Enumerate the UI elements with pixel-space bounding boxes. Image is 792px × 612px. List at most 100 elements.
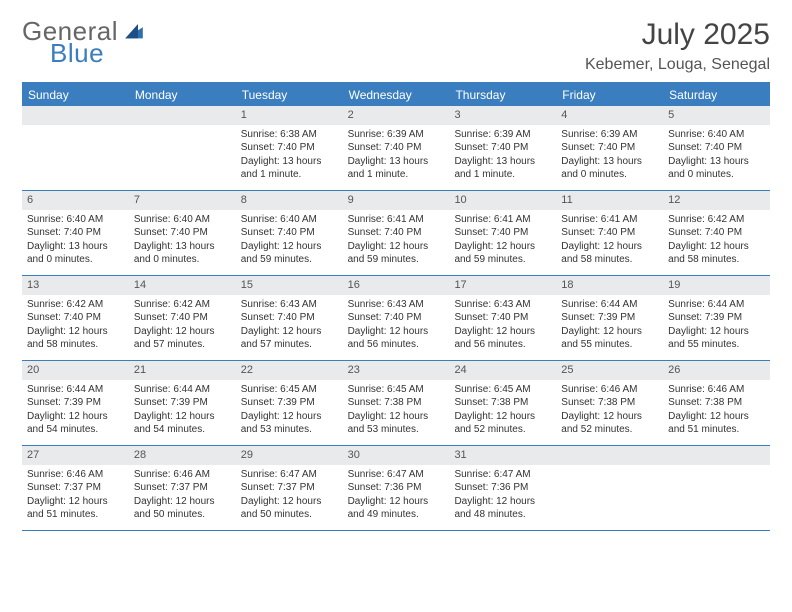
sunrise-text: Sunrise: 6:42 AM [134,298,231,312]
daylight-text: Daylight: 12 hours and 59 minutes. [241,240,338,267]
day-body: Sunrise: 6:44 AMSunset: 7:39 PMDaylight:… [129,380,236,442]
day-body: Sunrise: 6:41 AMSunset: 7:40 PMDaylight:… [343,210,450,272]
sunset-text: Sunset: 7:40 PM [134,311,231,325]
weekday-header: Tuesday [236,84,343,106]
sunrise-text: Sunrise: 6:39 AM [454,128,551,142]
sunset-text: Sunset: 7:38 PM [668,396,765,410]
day-cell: 28Sunrise: 6:46 AMSunset: 7:37 PMDayligh… [129,446,236,530]
day-number: 25 [556,361,663,380]
day-cell: 19Sunrise: 6:44 AMSunset: 7:39 PMDayligh… [663,276,770,360]
weeks-container: 1Sunrise: 6:38 AMSunset: 7:40 PMDaylight… [22,106,770,531]
sunrise-text: Sunrise: 6:39 AM [561,128,658,142]
sunset-text: Sunset: 7:40 PM [668,226,765,240]
sunrise-text: Sunrise: 6:46 AM [561,383,658,397]
daylight-text: Daylight: 12 hours and 56 minutes. [348,325,445,352]
daylight-text: Daylight: 12 hours and 55 minutes. [561,325,658,352]
daylight-text: Daylight: 12 hours and 51 minutes. [668,410,765,437]
day-number: 18 [556,276,663,295]
day-number: 29 [236,446,343,465]
day-body: Sunrise: 6:45 AMSunset: 7:38 PMDaylight:… [449,380,556,442]
sunrise-text: Sunrise: 6:42 AM [668,213,765,227]
sunrise-text: Sunrise: 6:42 AM [27,298,124,312]
day-number: 24 [449,361,556,380]
sunset-text: Sunset: 7:40 PM [134,226,231,240]
day-body: Sunrise: 6:45 AMSunset: 7:39 PMDaylight:… [236,380,343,442]
day-cell: 1Sunrise: 6:38 AMSunset: 7:40 PMDaylight… [236,106,343,190]
daylight-text: Daylight: 13 hours and 1 minute. [454,155,551,182]
day-number: 20 [22,361,129,380]
location-label: Kebemer, Louga, Senegal [585,56,770,74]
daylight-text: Daylight: 12 hours and 53 minutes. [348,410,445,437]
sunrise-text: Sunrise: 6:41 AM [561,213,658,227]
day-body: Sunrise: 6:42 AMSunset: 7:40 PMDaylight:… [22,295,129,357]
sunset-text: Sunset: 7:40 PM [348,311,445,325]
day-cell: 14Sunrise: 6:42 AMSunset: 7:40 PMDayligh… [129,276,236,360]
day-body: Sunrise: 6:39 AMSunset: 7:40 PMDaylight:… [556,125,663,187]
week-row: 6Sunrise: 6:40 AMSunset: 7:40 PMDaylight… [22,191,770,276]
weekday-header: Sunday [22,84,129,106]
day-number: 26 [663,361,770,380]
daylight-text: Daylight: 12 hours and 54 minutes. [134,410,231,437]
sunset-text: Sunset: 7:40 PM [561,226,658,240]
day-cell: 20Sunrise: 6:44 AMSunset: 7:39 PMDayligh… [22,361,129,445]
day-body: Sunrise: 6:40 AMSunset: 7:40 PMDaylight:… [129,210,236,272]
day-number: 21 [129,361,236,380]
sunrise-text: Sunrise: 6:46 AM [27,468,124,482]
sunrise-text: Sunrise: 6:40 AM [241,213,338,227]
sunset-text: Sunset: 7:38 PM [348,396,445,410]
sunset-text: Sunset: 7:38 PM [561,396,658,410]
sunrise-text: Sunrise: 6:47 AM [348,468,445,482]
month-title: July 2025 [585,18,770,52]
daylight-text: Daylight: 12 hours and 59 minutes. [348,240,445,267]
sunrise-text: Sunrise: 6:44 AM [27,383,124,397]
brand-logo: GeneralBlue [22,18,146,70]
daylight-text: Daylight: 12 hours and 58 minutes. [668,240,765,267]
daylight-text: Daylight: 13 hours and 0 minutes. [668,155,765,182]
day-body: Sunrise: 6:46 AMSunset: 7:37 PMDaylight:… [129,465,236,527]
day-body: Sunrise: 6:40 AMSunset: 7:40 PMDaylight:… [236,210,343,272]
day-number: 28 [129,446,236,465]
day-body: Sunrise: 6:47 AMSunset: 7:36 PMDaylight:… [449,465,556,527]
sunrise-text: Sunrise: 6:40 AM [134,213,231,227]
sunset-text: Sunset: 7:37 PM [134,481,231,495]
day-body: Sunrise: 6:38 AMSunset: 7:40 PMDaylight:… [236,125,343,187]
daylight-text: Daylight: 12 hours and 48 minutes. [454,495,551,522]
daylight-text: Daylight: 12 hours and 54 minutes. [27,410,124,437]
sunrise-text: Sunrise: 6:43 AM [348,298,445,312]
sunset-text: Sunset: 7:40 PM [241,226,338,240]
day-number: 17 [449,276,556,295]
day-number: 10 [449,191,556,210]
sunset-text: Sunset: 7:36 PM [348,481,445,495]
day-body: Sunrise: 6:47 AMSunset: 7:36 PMDaylight:… [343,465,450,527]
day-number: 14 [129,276,236,295]
day-number: 1 [236,106,343,125]
day-body: Sunrise: 6:42 AMSunset: 7:40 PMDaylight:… [129,295,236,357]
daylight-text: Daylight: 12 hours and 53 minutes. [241,410,338,437]
day-number [663,446,770,465]
day-cell: 9Sunrise: 6:41 AMSunset: 7:40 PMDaylight… [343,191,450,275]
sunset-text: Sunset: 7:40 PM [454,141,551,155]
calendar: Sunday Monday Tuesday Wednesday Thursday… [22,82,770,531]
day-number: 4 [556,106,663,125]
day-cell: 10Sunrise: 6:41 AMSunset: 7:40 PMDayligh… [449,191,556,275]
day-number: 9 [343,191,450,210]
day-number: 22 [236,361,343,380]
week-row: 1Sunrise: 6:38 AMSunset: 7:40 PMDaylight… [22,106,770,191]
daylight-text: Daylight: 12 hours and 52 minutes. [561,410,658,437]
day-number: 6 [22,191,129,210]
day-number: 23 [343,361,450,380]
sunrise-text: Sunrise: 6:45 AM [454,383,551,397]
sunset-text: Sunset: 7:40 PM [454,311,551,325]
sunset-text: Sunset: 7:39 PM [134,396,231,410]
sunrise-text: Sunrise: 6:38 AM [241,128,338,142]
sunset-text: Sunset: 7:39 PM [241,396,338,410]
day-cell: 11Sunrise: 6:41 AMSunset: 7:40 PMDayligh… [556,191,663,275]
day-cell: 3Sunrise: 6:39 AMSunset: 7:40 PMDaylight… [449,106,556,190]
day-cell: 2Sunrise: 6:39 AMSunset: 7:40 PMDaylight… [343,106,450,190]
day-body: Sunrise: 6:45 AMSunset: 7:38 PMDaylight:… [343,380,450,442]
day-cell [556,446,663,530]
daylight-text: Daylight: 13 hours and 1 minute. [348,155,445,182]
sunset-text: Sunset: 7:40 PM [348,141,445,155]
day-number: 30 [343,446,450,465]
sunset-text: Sunset: 7:37 PM [241,481,338,495]
